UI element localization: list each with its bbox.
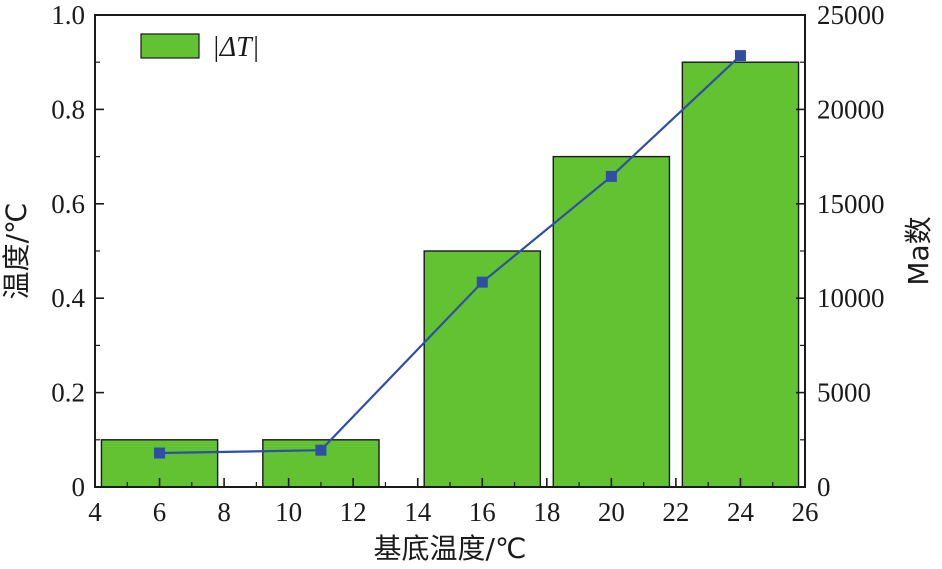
x-tick-label-5: 14 — [404, 497, 432, 527]
ticks-layer: 4 6 8 10 12 14 16 18 20 22 24 2600.20.40.60.81.0050… — [51, 0, 884, 527]
line-point-1 — [315, 444, 327, 456]
bar-3 — [552, 155, 671, 488]
y-left-tick-label-0: 0 — [72, 472, 86, 502]
y-left-tick-label-3: 0.6 — [51, 189, 85, 219]
x-tick-label-3: 10 — [275, 497, 302, 527]
x-axis-title: 基底温度/℃ — [374, 532, 527, 565]
x-tick-label-8: 20 — [598, 497, 625, 527]
x-tick-label-11: 26 — [792, 497, 819, 527]
x-tick-label-2: 8 — [217, 497, 231, 527]
line-point-0 — [154, 447, 166, 459]
bar-4 — [681, 61, 800, 488]
y-right-axis-title: Ma数 — [902, 216, 935, 285]
y-right-tick-label-2: 10000 — [817, 283, 885, 313]
x-tick-label-7: 18 — [533, 497, 560, 527]
y-left-tick-label-4: 0.8 — [51, 94, 85, 124]
legend-label: |ΔT| — [212, 32, 259, 63]
x-tick-label-6: 16 — [469, 497, 496, 527]
y-left-tick-label-1: 0.2 — [51, 378, 85, 408]
line-layer — [154, 50, 746, 459]
y-left-axis-title: 温度/℃ — [0, 203, 33, 300]
line-point-3 — [605, 170, 617, 182]
legend-swatch — [140, 33, 200, 59]
bar-2 — [423, 250, 542, 488]
y-right-tick-label-4: 20000 — [817, 94, 885, 124]
x-tick-label-10: 24 — [727, 497, 755, 527]
x-tick-label-9: 22 — [662, 497, 689, 527]
y-left-tick-label-5: 1.0 — [51, 0, 85, 30]
y-right-tick-label-0: 0 — [817, 472, 831, 502]
y-right-tick-label-1: 5000 — [817, 378, 871, 408]
x-tick-label-4: 12 — [340, 497, 367, 527]
y-right-tick-label-3: 15000 — [817, 189, 885, 219]
line-point-4 — [734, 50, 746, 62]
x-tick-label-1: 6 — [153, 497, 167, 527]
y-left-tick-label-2: 0.4 — [51, 283, 85, 313]
x-tick-label-0: 4 — [88, 497, 102, 527]
line-point-2 — [476, 276, 488, 288]
bars-layer — [100, 61, 800, 488]
y-right-tick-label-5: 25000 — [817, 0, 885, 30]
legend: |ΔT| — [140, 32, 259, 63]
